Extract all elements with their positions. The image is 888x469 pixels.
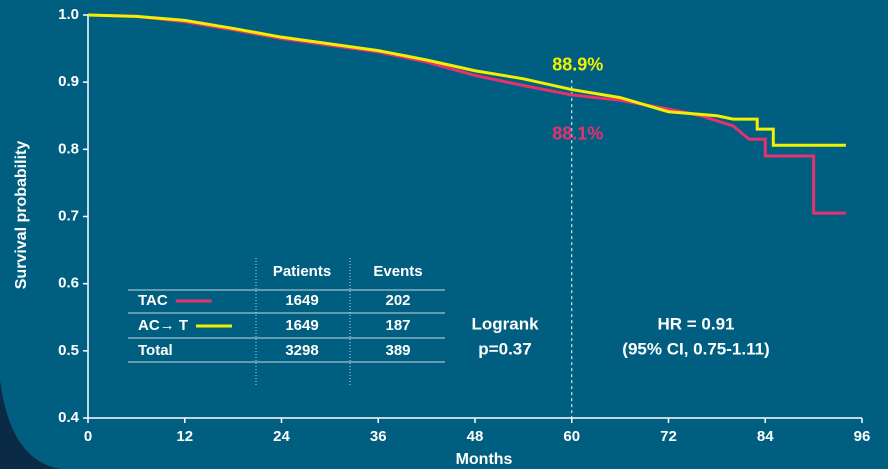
x-tick-label: 0 <box>84 428 92 445</box>
table-cell: 389 <box>385 342 410 359</box>
curve-annotation: 88.1% <box>552 124 603 144</box>
table-header: Patients <box>273 263 331 280</box>
y-tick-label: 0.7 <box>58 207 79 224</box>
x-tick-label: 96 <box>854 428 871 445</box>
table-row-label: Total <box>138 342 173 359</box>
stat-text: HR = 0.91 <box>657 314 734 333</box>
table-cell: 3298 <box>285 342 318 359</box>
table-cell: 187 <box>385 317 410 334</box>
x-tick-label: 24 <box>273 428 290 445</box>
table-cell: 202 <box>385 292 410 309</box>
x-tick-label: 72 <box>660 428 677 445</box>
table-header: Events <box>373 263 422 280</box>
stat-text: (95% CI, 0.75-1.11) <box>622 339 769 358</box>
table-cell: 1649 <box>285 292 318 309</box>
corner-decoration <box>0 380 60 469</box>
survival-curve <box>87 13 846 147</box>
stat-text: Logrank <box>471 314 539 333</box>
table-cell: 1649 <box>285 317 318 334</box>
legend-label: AC→ T <box>138 317 188 334</box>
curve-annotation: 88.9% <box>552 54 603 74</box>
x-axis-label: Months <box>456 451 513 468</box>
x-tick-label: 60 <box>563 428 580 445</box>
y-tick-label: 0.4 <box>58 409 80 426</box>
y-tick-label: 0.8 <box>58 140 79 157</box>
x-tick-label: 84 <box>757 428 774 445</box>
survival-curve <box>87 13 846 215</box>
y-tick-label: 0.6 <box>58 275 79 292</box>
x-tick-label: 48 <box>467 428 484 445</box>
x-tick-label: 12 <box>176 428 193 445</box>
y-axis-label: Survival probability <box>13 141 30 290</box>
y-tick-label: 0.9 <box>58 73 79 90</box>
stat-text: p=0.37 <box>478 339 531 358</box>
y-tick-label: 1.0 <box>58 6 79 23</box>
x-tick-label: 36 <box>370 428 387 445</box>
y-tick-label: 0.5 <box>58 342 79 359</box>
legend-label: TAC <box>138 292 168 309</box>
